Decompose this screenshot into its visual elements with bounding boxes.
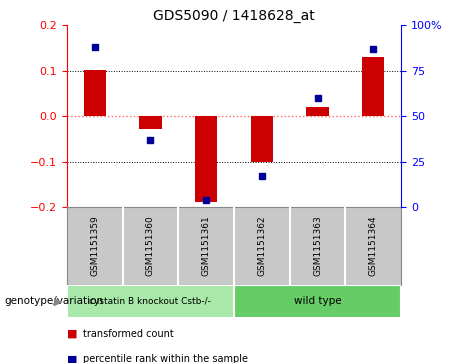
Text: ▶: ▶ xyxy=(54,296,62,306)
Text: GSM1151359: GSM1151359 xyxy=(90,216,99,276)
Text: GSM1151360: GSM1151360 xyxy=(146,216,155,276)
Text: genotype/variation: genotype/variation xyxy=(5,296,104,306)
Text: GSM1151364: GSM1151364 xyxy=(369,216,378,276)
Text: wild type: wild type xyxy=(294,296,341,306)
Text: transformed count: transformed count xyxy=(83,329,174,339)
Text: percentile rank within the sample: percentile rank within the sample xyxy=(83,354,248,363)
Bar xyxy=(67,285,234,318)
Title: GDS5090 / 1418628_at: GDS5090 / 1418628_at xyxy=(153,9,315,23)
Bar xyxy=(195,116,217,202)
Text: ■: ■ xyxy=(67,354,77,363)
Text: GSM1151363: GSM1151363 xyxy=(313,216,322,276)
Bar xyxy=(83,70,106,116)
Bar xyxy=(251,116,273,162)
Text: cystatin B knockout Cstb-/-: cystatin B knockout Cstb-/- xyxy=(89,297,211,306)
Bar xyxy=(139,116,161,129)
Bar xyxy=(307,107,329,116)
Text: ■: ■ xyxy=(67,329,77,339)
Bar xyxy=(362,57,384,116)
Bar xyxy=(234,285,401,318)
Text: GSM1151361: GSM1151361 xyxy=(201,216,211,276)
Text: GSM1151362: GSM1151362 xyxy=(257,216,266,276)
